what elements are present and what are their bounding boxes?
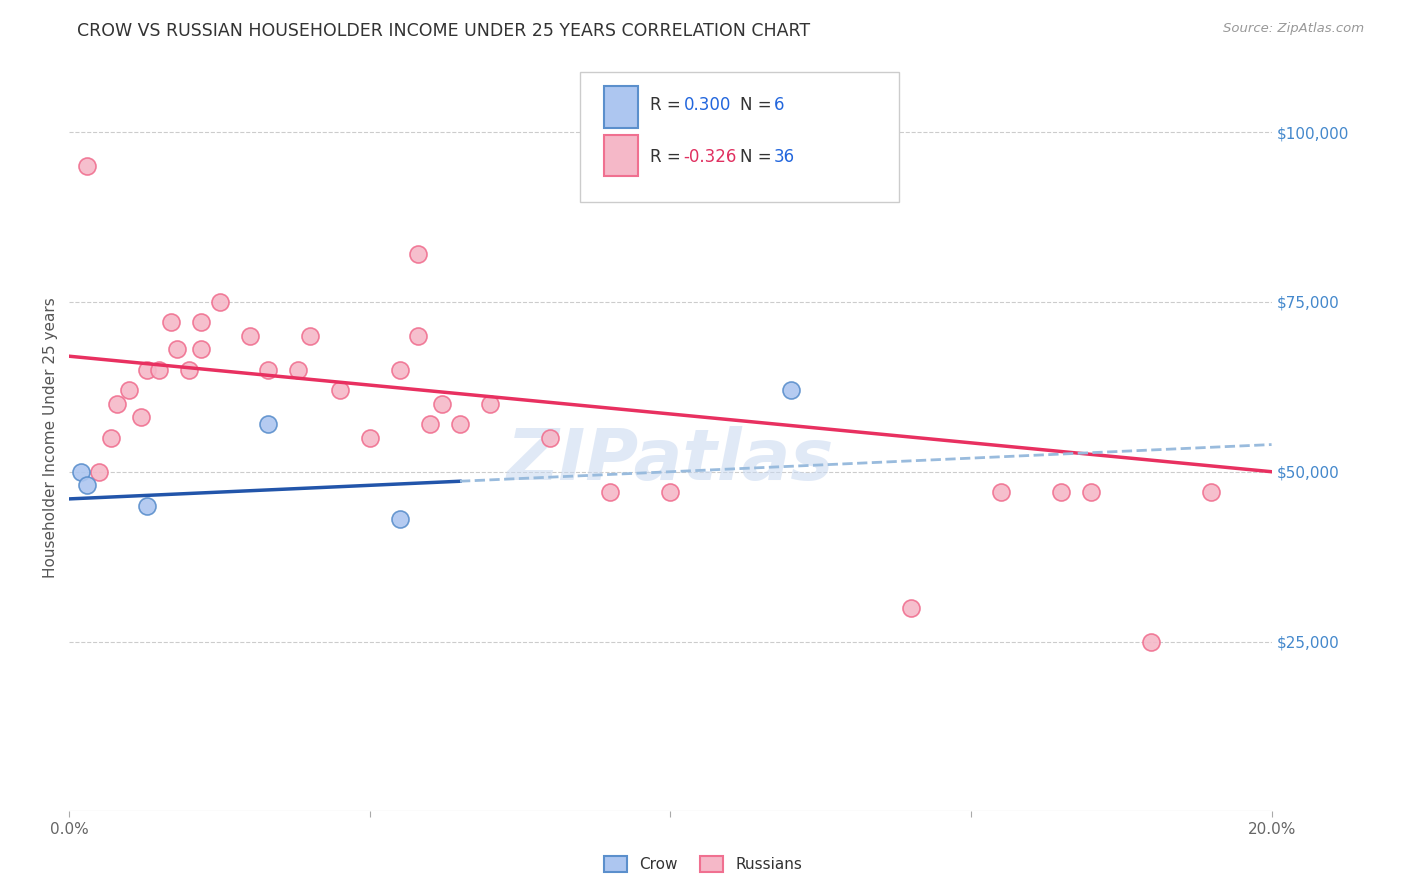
Point xyxy=(1050,485,1073,500)
Point xyxy=(105,397,128,411)
Point xyxy=(1080,485,1102,500)
Point xyxy=(359,431,381,445)
FancyBboxPatch shape xyxy=(581,71,898,202)
Point xyxy=(419,417,441,432)
Point xyxy=(1140,634,1163,648)
Point xyxy=(479,397,502,411)
Point xyxy=(89,465,111,479)
Point xyxy=(329,383,352,397)
Point xyxy=(136,363,159,377)
Text: ZIPatlas: ZIPatlas xyxy=(506,425,834,495)
Point xyxy=(100,431,122,445)
Point xyxy=(256,363,278,377)
Point xyxy=(449,417,471,432)
Legend: Crow, Russians: Crow, Russians xyxy=(596,848,810,880)
FancyBboxPatch shape xyxy=(605,87,638,128)
Text: 6: 6 xyxy=(773,96,785,114)
Y-axis label: Householder Income Under 25 years: Householder Income Under 25 years xyxy=(44,297,58,578)
Text: 0.300: 0.300 xyxy=(683,96,731,114)
Point xyxy=(239,328,262,343)
Point xyxy=(538,431,561,445)
Text: N =: N = xyxy=(740,148,778,167)
Point xyxy=(406,328,429,343)
Text: R =: R = xyxy=(650,96,686,114)
Point xyxy=(406,247,429,261)
Point xyxy=(430,397,453,411)
Point xyxy=(287,363,309,377)
Point xyxy=(131,410,153,425)
Point xyxy=(70,465,93,479)
Point xyxy=(659,485,682,500)
Point xyxy=(190,343,212,357)
Point xyxy=(190,315,212,329)
Point xyxy=(388,363,411,377)
Text: Source: ZipAtlas.com: Source: ZipAtlas.com xyxy=(1223,22,1364,36)
Point xyxy=(76,159,98,173)
Point xyxy=(118,383,141,397)
Point xyxy=(298,328,321,343)
Text: -0.326: -0.326 xyxy=(683,148,737,167)
Point xyxy=(900,600,922,615)
Point xyxy=(160,315,183,329)
Text: R =: R = xyxy=(650,148,686,167)
Point xyxy=(136,499,159,513)
Point xyxy=(1201,485,1223,500)
Point xyxy=(208,294,231,309)
Point xyxy=(256,417,278,432)
Text: 36: 36 xyxy=(773,148,794,167)
Point xyxy=(148,363,170,377)
Text: N =: N = xyxy=(740,96,778,114)
Point xyxy=(76,478,98,492)
Point xyxy=(779,383,801,397)
Point xyxy=(179,363,201,377)
Point xyxy=(388,512,411,526)
Point xyxy=(990,485,1012,500)
Point xyxy=(166,343,188,357)
Point xyxy=(599,485,621,500)
FancyBboxPatch shape xyxy=(605,135,638,176)
Text: CROW VS RUSSIAN HOUSEHOLDER INCOME UNDER 25 YEARS CORRELATION CHART: CROW VS RUSSIAN HOUSEHOLDER INCOME UNDER… xyxy=(77,22,810,40)
